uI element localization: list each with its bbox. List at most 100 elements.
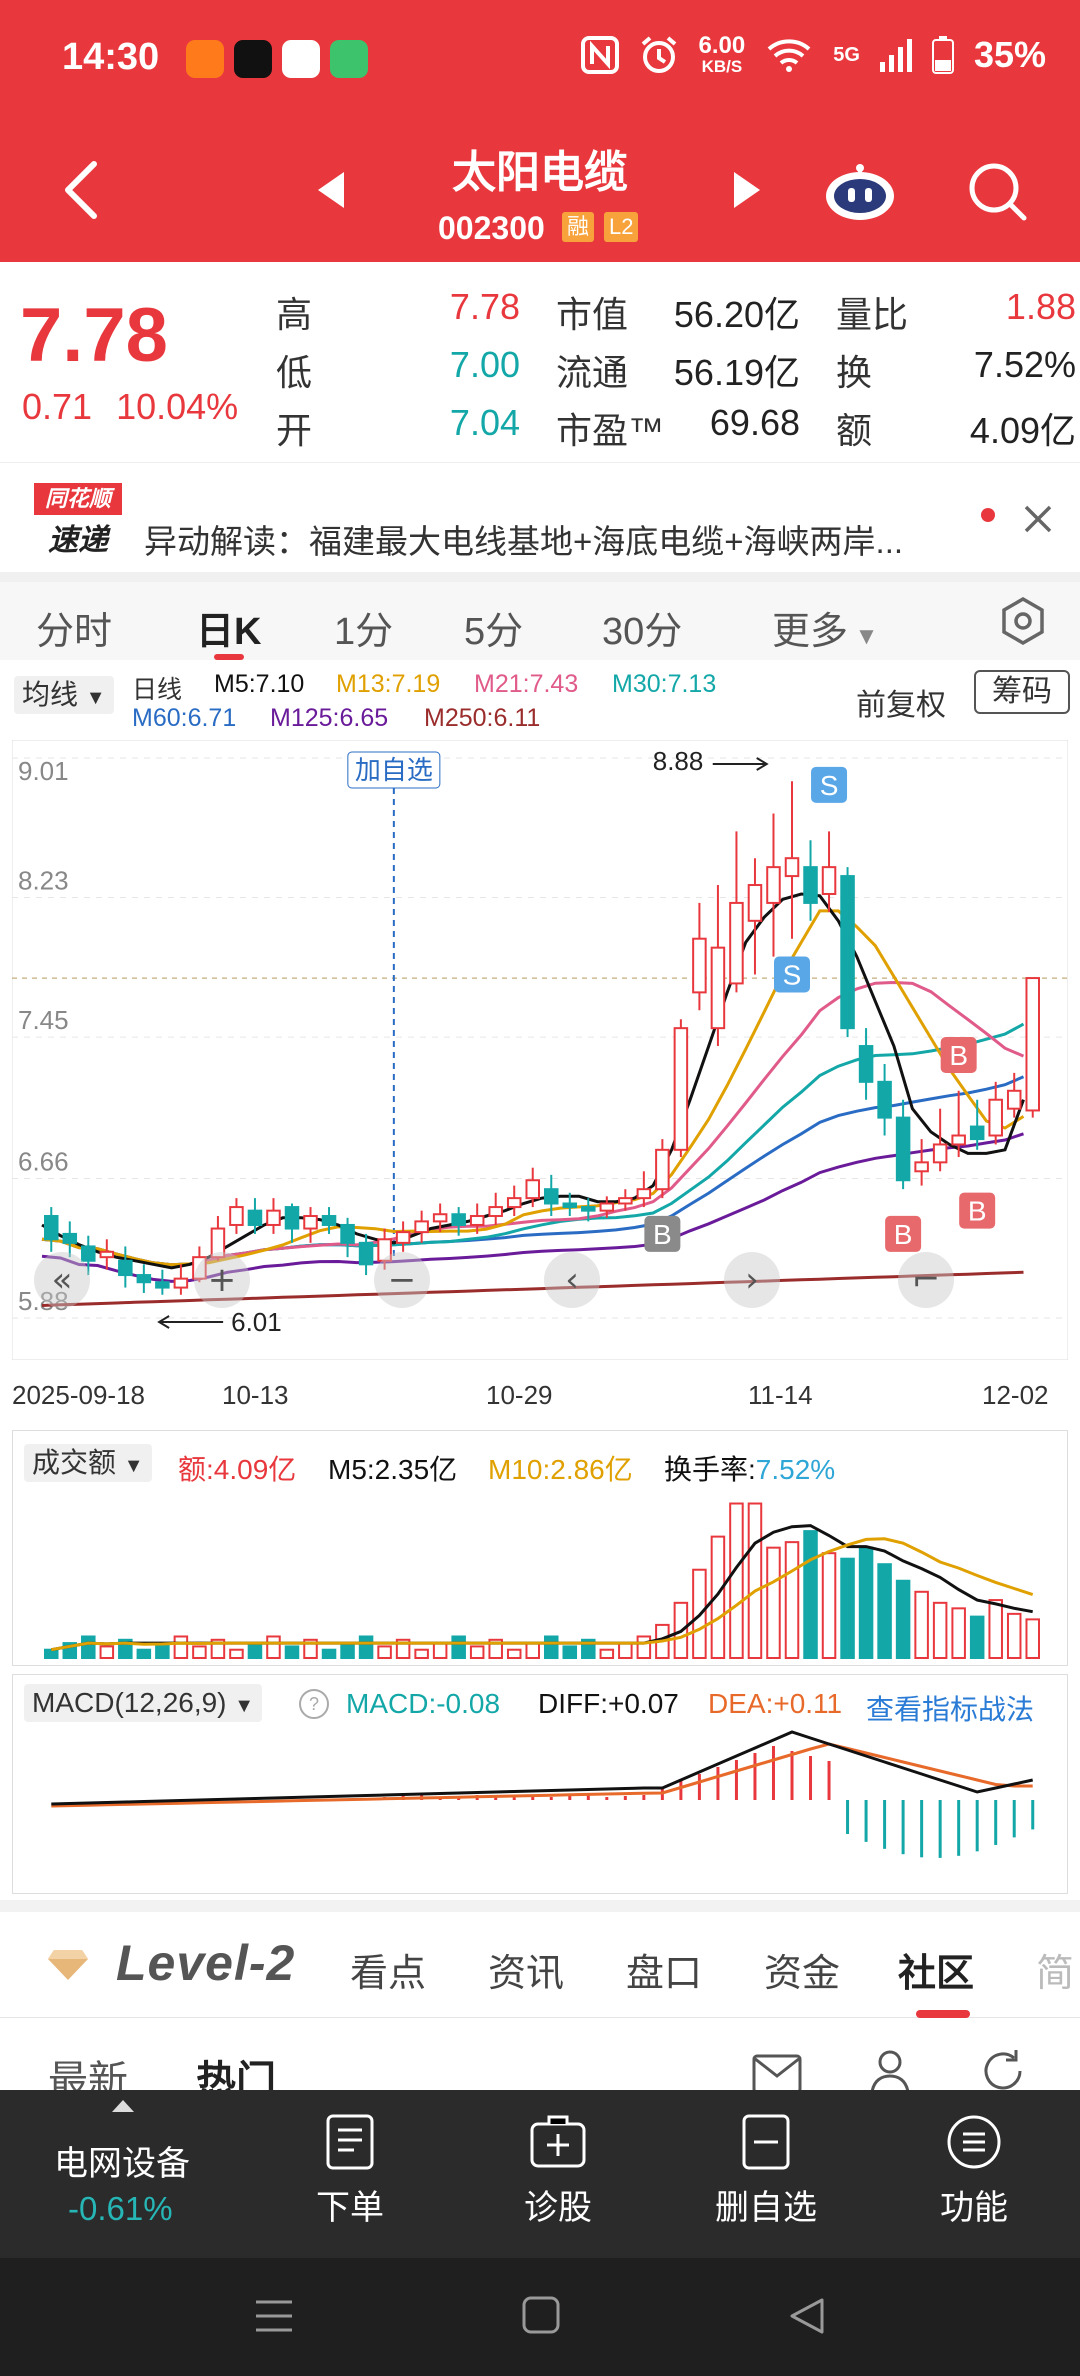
chip-button[interactable]: 筹码 <box>974 670 1070 714</box>
search-icon[interactable] <box>966 160 1028 222</box>
chart-control-button <box>544 1252 600 1308</box>
volume-bar <box>358 1635 374 1659</box>
candle-body <box>655 1148 670 1191</box>
tab-order-book[interactable]: 盘口 <box>626 1953 703 1995</box>
remove-watch-button[interactable]: 删自选 <box>704 2114 828 2229</box>
candle-body <box>562 1202 578 1209</box>
help-icon[interactable]: ? <box>298 1688 330 1720</box>
macd-chart[interactable] <box>12 1730 1068 1890</box>
y-tick-label: 8.23 <box>18 866 69 896</box>
tab-1min[interactable]: 1分 <box>334 611 394 653</box>
diff-line <box>51 1730 1034 1806</box>
bottom-dock: 电网设备 -0.61% 下单 诊股 删自选 功能 <box>0 2090 1080 2258</box>
tab-daily-k[interactable]: 日K <box>196 611 262 653</box>
tab-5min[interactable]: 5分 <box>464 611 524 653</box>
ai-assistant-icon[interactable] <box>822 162 898 222</box>
tab-intraday[interactable]: 分时 <box>36 611 113 653</box>
chart-pane: 均线 ▼ 日线 M5:7.10 M13:7.19 M21:7.43 M30:7.… <box>0 660 1080 1900</box>
volume-bar <box>266 1635 281 1659</box>
order-button[interactable]: 下单 <box>290 2114 410 2229</box>
chevron-down-icon: ▼ <box>234 1695 255 1717</box>
chevron-up-icon <box>112 2100 134 2112</box>
trade-marker-label: B <box>894 1219 913 1250</box>
chart-control-icon: − <box>388 1260 417 1300</box>
settings-hex-icon[interactable] <box>998 596 1048 646</box>
indicator-strategy-link[interactable]: 查看指标战法 <box>866 1694 1035 1725</box>
news-ticker[interactable]: 同花顺 速递 异动解读：福建最大电线基地+海底电缆+海峡两岸... <box>0 462 1080 572</box>
adjust-mode[interactable]: 前复权 <box>856 689 946 722</box>
volume-bar <box>599 1648 615 1659</box>
close-icon[interactable] <box>1018 499 1058 539</box>
tab-funds[interactable]: 资金 <box>764 1953 841 1995</box>
ma-indicator-select[interactable]: 均线 ▼ <box>14 676 114 714</box>
chart-control-icon: « <box>52 1260 73 1300</box>
sector-change: -0.61% <box>68 2190 173 2227</box>
volume-bar <box>1006 1612 1022 1659</box>
volume-chart[interactable] <box>12 1490 1068 1662</box>
stock-code: 002300 <box>438 210 545 246</box>
tab-profile[interactable]: 简 <box>1036 1953 1075 1995</box>
next-stock-icon[interactable] <box>734 172 760 208</box>
level2-logo[interactable]: Level-2 <box>116 1935 296 1991</box>
trade-marker-buy <box>885 1215 922 1252</box>
user-icon[interactable] <box>868 2048 912 2090</box>
news-text[interactable]: 异动解读：福建最大电线基地+海底电缆+海峡两岸... <box>144 523 904 560</box>
diagnose-button[interactable]: 诊股 <box>498 2114 618 2229</box>
refresh-icon[interactable] <box>980 2048 1026 2090</box>
candle-body <box>599 1202 615 1212</box>
quote-panel: 7.78 0.71 10.04% 高 7.78 低 7.00 开 7.04 市值… <box>0 262 1080 462</box>
candle-body <box>692 937 707 994</box>
tab-news[interactable]: 资讯 <box>488 1953 565 1995</box>
net-speed: 6.00 KB/S <box>698 32 746 76</box>
pe-label: 市盈™ <box>556 410 665 451</box>
diagnose-icon <box>530 2115 586 2168</box>
x-tick-start: 2025-09-18 <box>12 1380 145 1410</box>
candle-body <box>192 1256 207 1280</box>
diff-value: DIFF:+0.07 <box>538 1688 679 1719</box>
chart-control-button <box>194 1252 250 1308</box>
candle-body <box>266 1209 281 1226</box>
signal-bars-icon <box>879 39 912 72</box>
volume-bar <box>1025 1618 1041 1659</box>
volume-bar <box>951 1607 966 1659</box>
functions-button[interactable]: 功能 <box>914 2114 1034 2229</box>
low-marker-arrow <box>157 1315 224 1329</box>
menu-circle-icon <box>947 2115 1001 2169</box>
mail-icon[interactable] <box>752 2054 802 2090</box>
candle-body <box>636 1188 652 1200</box>
low-marker-label: 6.01 <box>231 1307 282 1337</box>
kline-chart[interactable]: 9.01 8.23 7.45 6.66 5.88 加自选 8.88 6.01 S S B B B B « + −… <box>12 740 1068 1360</box>
volume-bar <box>81 1635 96 1659</box>
status-bar: 14:30 6.00 KB/S 5G 35% <box>0 0 1080 118</box>
volume-bar <box>525 1642 541 1660</box>
home-icon[interactable] <box>522 2296 560 2334</box>
prev-stock-icon[interactable] <box>318 172 344 208</box>
subtab-hot[interactable]: 热门 <box>196 2059 276 2090</box>
volume-bar <box>932 1601 948 1659</box>
volume-bar <box>636 1635 652 1659</box>
volume-bar <box>858 1546 874 1659</box>
volume-indicator-select[interactable]: 成交额 ▼ <box>24 1444 152 1482</box>
volume-bar <box>469 1645 485 1659</box>
chart-control-button <box>374 1252 430 1308</box>
macd-indicator-select[interactable]: MACD(12,26,9) ▼ <box>24 1684 263 1722</box>
volume-bar <box>451 1635 466 1659</box>
tab-30min[interactable]: 30分 <box>602 611 683 653</box>
pe-value: 69.68 <box>709 402 800 443</box>
candle-body <box>747 884 763 922</box>
candle-body <box>395 1231 411 1244</box>
dea-line <box>51 1742 1033 1808</box>
open-value: 7.04 <box>449 402 520 443</box>
back-nav-icon[interactable] <box>788 2296 826 2336</box>
menu-icon[interactable] <box>254 2298 294 2334</box>
tab-viewpoints[interactable]: 看点 <box>350 1953 427 1995</box>
subtab-latest[interactable]: 最新 <box>48 2059 128 2090</box>
tab-community[interactable]: 社区 <box>898 1953 975 1995</box>
back-icon[interactable] <box>58 158 102 222</box>
candle-body <box>469 1215 485 1226</box>
sector-name[interactable]: 电网设备 <box>54 2145 190 2183</box>
candle-body <box>284 1206 300 1230</box>
volume-bar <box>895 1579 911 1659</box>
tab-more[interactable]: 更多 ▼ <box>772 611 879 653</box>
volume-bar <box>988 1599 1003 1659</box>
